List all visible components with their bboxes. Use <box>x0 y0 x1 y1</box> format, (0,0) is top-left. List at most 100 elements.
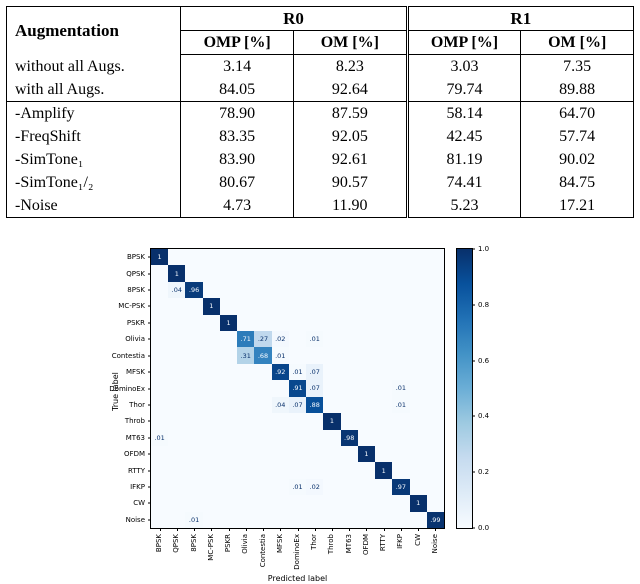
row-value: 84.75 <box>520 171 634 194</box>
x-tick-mark <box>400 528 402 531</box>
row-value: 89.88 <box>520 78 634 102</box>
table-row: without all Augs. 3.14 8.23 3.03 7.35 <box>6 54 634 78</box>
heatmap-cell: .96 <box>185 281 203 299</box>
row-value: 83.90 <box>219 151 256 168</box>
r0-group-header: R0 <box>180 6 408 31</box>
colorbar-tick-label: 0.4 <box>478 412 490 421</box>
x-tick-label: PSKR <box>224 534 233 553</box>
heatmap-cell: 1 <box>323 413 341 430</box>
y-tick-mark <box>148 305 151 307</box>
heatmap-cell: .01 <box>271 347 289 364</box>
heatmap-cell: .88 <box>306 396 324 414</box>
y-tick-label: QPSK <box>126 269 145 278</box>
x-tick-mark <box>314 528 316 531</box>
y-tick-mark <box>148 289 151 291</box>
heatmap-cell: .04 <box>271 396 289 414</box>
x-tick-mark <box>435 528 437 531</box>
heatmap: True label Predicted label 1 1.04.96 1 1.71… <box>109 248 445 583</box>
y-tick-label: Olivia <box>125 335 145 344</box>
y-tick-label: Throb <box>124 417 145 426</box>
row-value: 78.90 <box>180 101 294 125</box>
x-axis-title: Predicted label <box>267 574 328 583</box>
x-tick-mark <box>331 528 333 531</box>
x-tick-mark <box>349 528 351 531</box>
x-tick-label: Olivia <box>241 534 250 554</box>
table-row: -Amplify 78.90 87.59 58.14 64.70 <box>6 101 634 125</box>
x-tick-mark <box>383 528 385 531</box>
y-tick-mark <box>148 453 151 455</box>
heatmap-cell: .01 <box>288 478 307 496</box>
r0-omp-header: OMP [%] <box>180 30 294 55</box>
heatmap-cell: .01 <box>392 396 410 414</box>
x-tick-mark <box>245 528 247 531</box>
row-value: 92.64 <box>293 78 408 102</box>
y-tick-label: 8PSK <box>127 286 145 295</box>
y-tick-mark <box>148 470 151 472</box>
row-value: 80.67 <box>219 174 256 191</box>
row-value: 4.73 <box>223 197 252 214</box>
y-tick-mark <box>148 338 151 340</box>
x-tick-mark <box>297 528 299 531</box>
heatmap-cell: .71 <box>237 331 255 348</box>
heatmap-cell: .07 <box>288 396 307 414</box>
row-value: 3.03 <box>405 54 521 78</box>
colorbar-tick-label: 0.6 <box>478 356 490 365</box>
y-tick-mark <box>148 502 151 504</box>
results-table-section: Augmentation R0 R1 OMP [%] OM [%] OMP [%… <box>6 6 634 218</box>
results-table: Augmentation R0 R1 OMP [%] OM [%] OMP [%… <box>6 6 634 218</box>
row-value: 3.14 <box>223 58 252 75</box>
heatmap-cell: .07 <box>306 363 324 381</box>
row-value: 17.21 <box>520 194 634 218</box>
heatmap-cell: 1 <box>151 249 169 266</box>
table-subheader-row: OMP [%] OM [%] OMP [%] OM [%] <box>7 30 634 55</box>
x-tick-label: Throb <box>327 534 336 555</box>
row-label: -Amplify <box>6 101 182 125</box>
table-row: -SimTone₁ 83.90 92.61 81.19 90.02 <box>6 148 634 171</box>
x-tick-label: RTTY <box>379 534 388 552</box>
heatmap-cell: .99 <box>426 511 444 528</box>
augmentation-header: Augmentation <box>6 6 182 55</box>
row-value: 83.35 <box>219 128 256 145</box>
colorbar-tick-label: 0.8 <box>478 300 490 309</box>
row-value: 79.74 <box>405 78 521 102</box>
heatmap-cell: .01 <box>306 331 324 348</box>
y-tick-label: IFKP <box>130 482 145 491</box>
r1-omp-header: OMP [%] <box>405 30 521 55</box>
y-tick-mark <box>148 371 151 373</box>
r1-group-header: R1 <box>405 6 634 31</box>
heatmap-cell: .04 <box>168 281 186 299</box>
x-tick-mark <box>280 528 282 531</box>
x-tick-label: BPSK <box>155 534 164 553</box>
y-tick-label: PSKR <box>126 318 145 327</box>
heatmap-cell: .01 <box>151 429 169 446</box>
row-value: 42.45 <box>405 125 521 148</box>
y-tick-mark <box>148 420 151 422</box>
row-value: 58.14 <box>405 101 521 125</box>
x-tick-mark <box>211 528 213 531</box>
row-value: 57.74 <box>520 125 634 148</box>
y-tick-mark <box>148 519 151 521</box>
y-tick-mark <box>148 486 151 488</box>
row-value: 8.23 <box>293 54 408 78</box>
colorbar-tick-mark <box>472 360 475 362</box>
x-tick-mark <box>418 528 420 531</box>
x-tick-mark <box>194 528 196 531</box>
y-tick-label: BPSK <box>126 253 145 262</box>
x-tick-label: Thor <box>310 534 319 550</box>
row-value: 92.05 <box>293 125 408 148</box>
y-tick-mark <box>148 404 151 406</box>
x-tick-mark <box>176 528 178 531</box>
y-tick-label: Noise <box>125 515 145 524</box>
y-tick-mark <box>148 437 151 439</box>
heatmap-cell: .27 <box>254 331 272 348</box>
colorbar-tick-label: 1.0 <box>478 245 490 253</box>
table-row: with all Augs. 84.05 92.64 79.74 89.88 <box>6 78 634 102</box>
x-tick-label: MFSK <box>275 534 284 553</box>
row-label: -SimTone₁/₂ <box>6 171 182 194</box>
colorbar-tick-mark <box>472 527 475 529</box>
table-row: -Noise 4.73 11.90 5.23 17.21 <box>6 194 634 218</box>
row-value: 5.23 <box>405 194 521 218</box>
y-tick-label: Thor <box>129 400 145 409</box>
x-tick-label: MC-PSK <box>206 534 215 561</box>
